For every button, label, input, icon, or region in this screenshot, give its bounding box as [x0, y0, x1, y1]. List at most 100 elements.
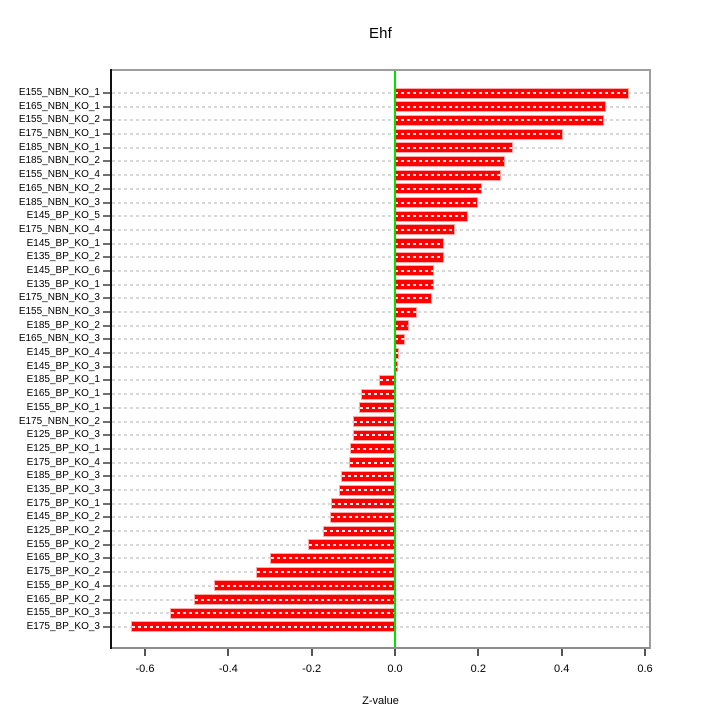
bar: [341, 471, 395, 481]
bar: [395, 266, 433, 276]
bar: [395, 321, 408, 331]
bar-dash-pattern: [395, 215, 468, 218]
y-axis-tick: [103, 92, 110, 94]
y-axis-tick: [103, 174, 110, 177]
bar: [395, 348, 399, 358]
y-axis-label: E145_BP_KO_1: [26, 237, 100, 249]
x-axis-tick-label: -0.2: [302, 663, 322, 675]
bar: [354, 430, 395, 440]
bar: [395, 362, 398, 372]
y-axis-tick: [103, 420, 110, 423]
bar-dash-pattern: [131, 625, 395, 628]
bar-dash-pattern: [339, 489, 395, 491]
bar-dash-pattern: [379, 379, 395, 382]
plot-area: E155_NBN_KO_1 E165_NBN_KO_1 E155_NBN_KO_2 E…: [19, 69, 653, 675]
chart-title: Ehf: [368, 25, 393, 42]
y-axis-label: E135_BP_KO_3: [26, 484, 100, 495]
y-axis-label: E155_BP_KO_4: [26, 579, 100, 591]
bar: [395, 307, 416, 317]
bar-dash-pattern: [332, 502, 395, 505]
y-axis-tick: [103, 119, 110, 122]
y-axis-tick: [103, 516, 110, 519]
gridline: [112, 187, 649, 190]
bar: [350, 444, 395, 454]
y-axis-label: E135_BP_KO_2: [26, 251, 100, 263]
x-axis-tick-label: 0.4: [554, 663, 570, 675]
bar: [170, 608, 395, 618]
plot-border-left: [110, 69, 112, 649]
bar-dash-pattern: [194, 598, 395, 601]
bar: [131, 622, 395, 632]
y-axis-tick: [103, 461, 110, 464]
bar: [330, 512, 395, 522]
bar: [395, 225, 455, 235]
y-axis-label: E175_NBN_KO_4: [18, 223, 100, 235]
y-axis-label: E175_NBN_KO_3: [18, 292, 100, 304]
y-axis-label: E185_BP_KO_1: [26, 374, 100, 386]
y-axis-label: E145_BP_KO_2: [26, 511, 100, 523]
x-axis-tick-label: -0.4: [218, 663, 238, 675]
bar: [350, 458, 395, 468]
y-axis-label: E165_BP_KO_1: [26, 388, 100, 400]
bar-dash-pattern: [350, 447, 395, 450]
y-axis-label: E185_BP_KO_3: [26, 470, 100, 482]
y-axis-label: E175_BP_KO_3: [26, 620, 100, 632]
bar-dash-pattern: [324, 530, 395, 533]
bar-dash-pattern: [341, 475, 395, 478]
y-axis-label: E185_BP_KO_2: [26, 319, 100, 331]
y-axis-label: E145_BP_KO_6: [26, 264, 100, 276]
bar-dash-pattern: [395, 201, 477, 204]
x-axis-tick: [644, 649, 647, 656]
gridline: [112, 215, 649, 218]
y-axis-tick: [103, 447, 110, 450]
x-axis-tick: [477, 649, 480, 656]
gridline: [112, 146, 649, 149]
bar-dash-pattern: [309, 543, 395, 546]
bar-dash-pattern: [395, 283, 433, 286]
y-axis-tick: [103, 146, 110, 149]
y-axis-label: E155_NBN_KO_3: [18, 306, 100, 318]
y-axis-label: E175_BP_KO_1: [26, 497, 100, 509]
bar: [214, 581, 395, 591]
y-axis-label: E135_BP_KO_1: [26, 278, 100, 290]
y-axis-tick: [103, 434, 110, 437]
y-axis-tick: [103, 187, 110, 190]
bar-dash-pattern: [395, 365, 398, 368]
bar-dash-pattern: [214, 584, 395, 587]
bar: [257, 567, 395, 577]
gridline: [112, 297, 649, 300]
y-axis-tick: [103, 393, 110, 396]
y-axis-label: E145_BP_KO_3: [26, 360, 100, 372]
bar: [395, 88, 629, 98]
y-axis-tick: [103, 215, 110, 218]
y-axis-tick: [103, 160, 110, 163]
bar-dash-pattern: [395, 297, 431, 300]
y-axis-tick: [103, 324, 110, 327]
y-axis-tick: [103, 311, 110, 314]
bar-dash-pattern: [395, 119, 604, 122]
y-axis-label: E125_BP_KO_1: [26, 442, 100, 454]
bar-dash-pattern: [395, 311, 416, 314]
y-axis-label: E185_NBN_KO_2: [18, 155, 100, 167]
bar-dash-pattern: [170, 612, 395, 615]
bar-dash-pattern: [395, 187, 481, 190]
y-axis-tick: [103, 406, 110, 409]
y-axis-tick: [103, 489, 110, 491]
bar-dash-pattern: [270, 557, 395, 560]
bar: [395, 334, 405, 344]
y-axis-label: E155_BP_KO_2: [26, 538, 100, 550]
gridline: [112, 269, 649, 272]
bar: [324, 526, 395, 536]
bar: [339, 485, 395, 495]
y-axis-label: E165_NBN_KO_1: [18, 100, 100, 112]
gridline: [112, 311, 649, 314]
bar-dash-pattern: [395, 352, 399, 355]
bar-dash-pattern: [359, 406, 395, 409]
gridline: [112, 242, 649, 245]
y-axis-tick: [103, 269, 110, 272]
bar-dash-pattern: [354, 434, 395, 437]
y-axis-tick: [103, 598, 110, 601]
y-axis-tick: [103, 379, 110, 382]
y-axis-label: E165_NBN_KO_3: [18, 333, 100, 345]
bar: [395, 198, 477, 208]
